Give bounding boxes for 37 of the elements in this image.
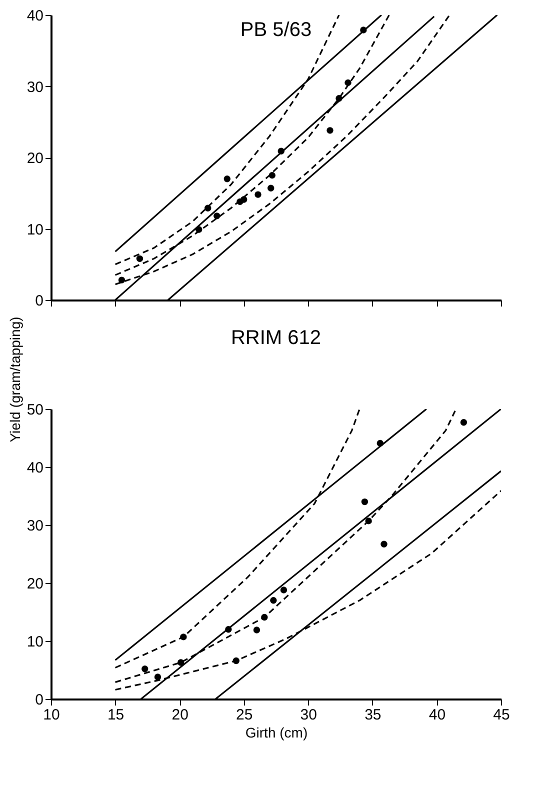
y-tick-label: 50 [26,402,44,418]
x-tick-label: 15 [107,706,124,724]
point [214,212,220,220]
point [270,597,277,604]
y-tick-label: 30 [26,518,44,534]
point [380,540,388,548]
chart-title: RRIM 612 [230,327,322,350]
chart-title: PB 5/63 [240,19,312,41]
x-tick-label: 25 [236,706,253,724]
y-axis-title: Yield (gram/tapping) [6,316,23,442]
x-tick-label: 20 [172,706,188,724]
y-tick-label: 0 [35,292,44,310]
y-tick-label: 20 [26,576,44,592]
y-tick-label: 20 [26,150,44,167]
point [253,626,260,634]
point [326,127,334,134]
x-tick-label: 35 [364,706,382,724]
x-tick-label: 30 [300,706,317,724]
point [268,184,274,192]
x-tick-label: 40 [428,706,446,724]
y-tick-label: 10 [26,634,44,650]
point [280,586,288,594]
point [460,418,468,426]
y-tick-label: 10 [26,221,44,238]
point [118,276,126,284]
y-tick-label: 40 [26,8,44,24]
point [154,674,162,680]
point [142,665,148,672]
point [224,176,230,182]
x-tick-label: 45 [493,706,510,724]
point [136,255,144,262]
point [254,191,262,198]
point [361,498,368,506]
y-tick-label: 30 [26,78,44,96]
y-tick-label: 0 [35,692,44,708]
x-axis-title: Girth (cm) [245,724,308,740]
y-tick-label: 40 [26,460,44,476]
